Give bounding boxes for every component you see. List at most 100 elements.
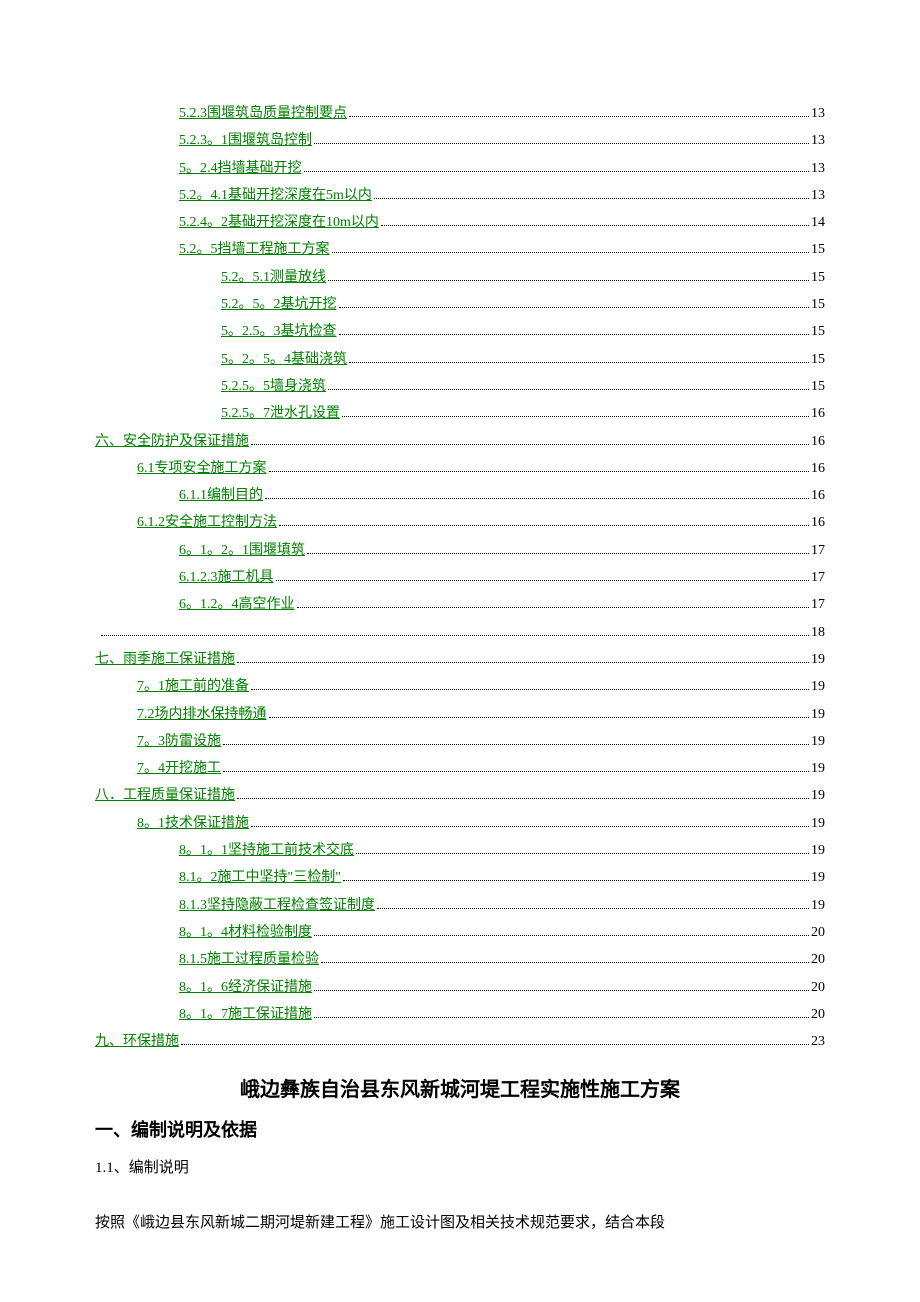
toc-leader-dots — [314, 935, 809, 936]
toc-entry: 8。1技术保证措施 19 — [95, 810, 825, 837]
toc-leader-dots — [304, 171, 810, 172]
toc-page-number: 13 — [811, 155, 825, 182]
toc-leader-dots — [223, 744, 809, 745]
toc-link[interactable]: 5.2。5挡墙工程施工方案 — [179, 236, 330, 263]
toc-leader-dots — [328, 280, 809, 281]
toc-entry: 7。1施工前的准备 19 — [95, 673, 825, 700]
toc-link[interactable]: 5。2.4挡墙基础开挖 — [179, 155, 302, 182]
toc-page-number: 15 — [811, 236, 825, 263]
toc-link[interactable]: 8.1.5施工过程质量检验 — [179, 946, 319, 973]
toc-leader-dots — [265, 498, 809, 499]
toc-link[interactable]: 5。2。5。4基础浇筑 — [221, 346, 347, 373]
toc-page-number: 15 — [811, 264, 825, 291]
toc-page-number: 16 — [811, 455, 825, 482]
toc-link[interactable]: 7。1施工前的准备 — [137, 673, 249, 700]
toc-link[interactable]: 5.2。5.1测量放线 — [221, 264, 326, 291]
toc-link[interactable]: 7。3防雷设施 — [137, 728, 221, 755]
toc-leader-dots — [269, 471, 810, 472]
toc-page-number: 19 — [811, 864, 825, 891]
toc-link[interactable] — [95, 619, 99, 646]
toc-page-number: 18 — [811, 619, 825, 646]
toc-link[interactable]: 8.1。2施工中坚持"三检制" — [179, 864, 341, 891]
toc-entry: 6.1专项安全施工方案 16 — [95, 455, 825, 482]
toc-leader-dots — [339, 334, 810, 335]
toc-entry: 7。3防雷设施 19 — [95, 728, 825, 755]
toc-leader-dots — [339, 307, 810, 308]
toc-link[interactable]: 7。4开挖施工 — [137, 755, 221, 782]
toc-leader-dots — [237, 662, 809, 663]
toc-link[interactable]: 5.2.5。7泄水孔设置 — [221, 400, 340, 427]
toc-link[interactable]: 九、环保措施 — [95, 1028, 179, 1055]
toc-entry: 九、环保措施 23 — [95, 1028, 825, 1055]
toc-page-number: 15 — [811, 318, 825, 345]
toc-link[interactable]: 5.2.4。2基础开挖深度在10m以内 — [179, 209, 379, 236]
toc-leader-dots — [237, 798, 809, 799]
document-page: 5.2.3围堰筑岛质量控制要点 135.2.3。1围堰筑岛控制135。2.4挡墙基… — [0, 0, 920, 1280]
toc-link[interactable]: 5.2.3。1围堰筑岛控制 — [179, 127, 312, 154]
toc-page-number: 16 — [811, 428, 825, 455]
toc-link[interactable]: 8。1。1坚持施工前技术交底 — [179, 837, 354, 864]
toc-link[interactable]: 6.1.1编制目的 — [179, 482, 263, 509]
toc-page-number: 19 — [811, 755, 825, 782]
toc-page-number: 23 — [811, 1028, 825, 1055]
document-title: 峨边彝族自治县东风新城河堤工程实施性施工方案 — [95, 1073, 825, 1102]
toc-entry: 5.2.4。2基础开挖深度在10m以内14 — [95, 209, 825, 236]
toc-link[interactable]: 5。2.5。3基坑检查 — [221, 318, 337, 345]
toc-leader-dots — [328, 389, 809, 390]
toc-page-number: 19 — [811, 728, 825, 755]
toc-link[interactable]: 8。1技术保证措施 — [137, 810, 249, 837]
toc-page-number: 19 — [811, 782, 825, 809]
toc-leader-dots — [377, 908, 809, 909]
toc-page-number: 19 — [811, 837, 825, 864]
toc-page-number: 17 — [811, 537, 825, 564]
toc-entry: 18 — [95, 619, 825, 646]
toc-link[interactable]: 八．工程质量保证措施 — [95, 782, 235, 809]
toc-entry: 6.1.1编制目的16 — [95, 482, 825, 509]
toc-page-number: 20 — [811, 1001, 825, 1028]
toc-link[interactable]: 6。1.2。4高空作业 — [179, 591, 295, 618]
toc-leader-dots — [349, 116, 809, 117]
toc-entry: 6.1.2.3施工机具17 — [95, 564, 825, 591]
toc-page-number: 19 — [811, 892, 825, 919]
toc-page-number: 19 — [811, 810, 825, 837]
toc-link[interactable]: 8。1。4材料检验制度 — [179, 919, 312, 946]
toc-entry: 8.1。2施工中坚持"三检制" 19 — [95, 864, 825, 891]
toc-leader-dots — [314, 143, 809, 144]
toc-link[interactable]: 6.1专项安全施工方案 — [137, 455, 267, 482]
toc-link[interactable]: 6.1.2安全施工控制方法 — [137, 509, 277, 536]
toc-leader-dots — [251, 444, 809, 445]
toc-entry: 5.2。5。2基坑开挖15 — [95, 291, 825, 318]
toc-leader-dots — [342, 416, 809, 417]
toc-link[interactable]: 8.1.3坚持隐蔽工程检查签证制度 — [179, 892, 375, 919]
toc-leader-dots — [251, 689, 809, 690]
toc-link[interactable]: 6.1.2.3施工机具 — [179, 564, 274, 591]
toc-page-number: 20 — [811, 946, 825, 973]
toc-entry: 8。1。4材料检验制度20 — [95, 919, 825, 946]
toc-link[interactable]: 六、安全防护及保证措施 — [95, 428, 249, 455]
toc-leader-dots — [223, 771, 809, 772]
toc-leader-dots — [314, 1017, 809, 1018]
toc-entry: 6.1.2安全施工控制方法16 — [95, 509, 825, 536]
toc-entry: 8。1。7施工保证措施 20 — [95, 1001, 825, 1028]
toc-link[interactable]: 5.2。4.1基础开挖深度在5m以内 — [179, 182, 372, 209]
toc-link[interactable]: 8。1。6经济保证措施 — [179, 974, 312, 1001]
toc-entry: 5.2.3。1围堰筑岛控制13 — [95, 127, 825, 154]
toc-link[interactable]: 6。1。2。1围堰填筑 — [179, 537, 305, 564]
toc-leader-dots — [332, 252, 810, 253]
section-heading-1: 一、编制说明及依据 — [95, 1116, 825, 1142]
toc-link[interactable]: 七、雨季施工保证措施 — [95, 646, 235, 673]
toc-link[interactable]: 5.2.5。5墙身浇筑 — [221, 373, 326, 400]
toc-entry: 六、安全防护及保证措施 16 — [95, 428, 825, 455]
toc-page-number: 19 — [811, 673, 825, 700]
toc-entry: 6。1.2。4高空作业 17 — [95, 591, 825, 618]
toc-link[interactable]: 7.2场内排水保持畅通 — [137, 701, 267, 728]
toc-page-number: 17 — [811, 591, 825, 618]
toc-leader-dots — [181, 1044, 809, 1045]
toc-entry: 7.2场内排水保持畅通19 — [95, 701, 825, 728]
toc-link[interactable]: 8。1。7施工保证措施 — [179, 1001, 312, 1028]
toc-link[interactable]: 5.2。5。2基坑开挖 — [221, 291, 337, 318]
toc-entry: 5.2。5.1测量放线 15 — [95, 264, 825, 291]
toc-leader-dots — [356, 853, 809, 854]
toc-link[interactable]: 5.2.3围堰筑岛质量控制要点 — [179, 100, 347, 127]
toc-leader-dots — [279, 525, 809, 526]
